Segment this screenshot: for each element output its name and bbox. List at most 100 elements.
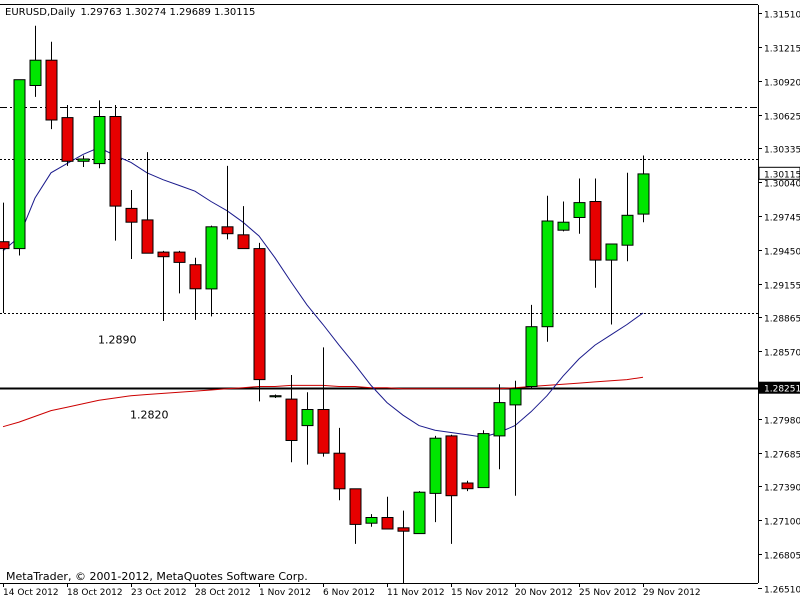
candle-body bbox=[125, 207, 138, 223]
candle-body bbox=[637, 173, 650, 215]
time-tick-label: 15 Nov 2012 bbox=[451, 588, 509, 598]
candle bbox=[365, 514, 378, 527]
price-tick-label: 1.27685 bbox=[764, 451, 800, 461]
candle bbox=[221, 165, 234, 240]
candle-body bbox=[109, 116, 122, 207]
candle-body bbox=[77, 158, 90, 162]
candle-body bbox=[157, 251, 170, 258]
candle-body bbox=[141, 219, 154, 254]
candle-body bbox=[317, 409, 330, 454]
candle bbox=[381, 496, 394, 530]
time-tick-label: 14 Oct 2012 bbox=[3, 588, 59, 598]
time-tick-label: 6 Nov 2012 bbox=[323, 588, 375, 598]
candle-body bbox=[381, 517, 394, 530]
time-tick-label: 1 Nov 2012 bbox=[259, 588, 311, 598]
candle bbox=[189, 257, 202, 320]
candle bbox=[237, 206, 250, 250]
candle-body bbox=[365, 517, 378, 524]
candle-body bbox=[445, 435, 458, 497]
candle-body bbox=[13, 79, 26, 250]
price-tick-label: 1.27100 bbox=[764, 518, 800, 528]
time-tick-label: 23 Oct 2012 bbox=[131, 588, 187, 598]
time-tick-label: 25 Nov 2012 bbox=[579, 588, 637, 598]
candle bbox=[493, 384, 506, 470]
candle bbox=[141, 152, 154, 254]
candle bbox=[557, 201, 570, 232]
line-price-label: 1.28251 bbox=[764, 385, 800, 395]
candle-body bbox=[573, 202, 586, 219]
price-tick-label: 1.31510 bbox=[764, 11, 800, 21]
candle bbox=[413, 491, 426, 535]
candle-body bbox=[413, 491, 426, 535]
candle-body bbox=[557, 221, 570, 231]
price-tick-label: 1.29745 bbox=[764, 214, 800, 224]
price-tick-label: 1.27980 bbox=[764, 417, 800, 427]
price-tick-label: 1.30920 bbox=[764, 79, 800, 89]
candle-body bbox=[525, 326, 538, 388]
candle-body bbox=[253, 248, 266, 381]
candle-body bbox=[429, 437, 442, 494]
candle bbox=[477, 430, 490, 489]
candle bbox=[621, 172, 634, 262]
time-tick-label: 11 Nov 2012 bbox=[387, 588, 445, 598]
candle bbox=[45, 41, 58, 130]
candle bbox=[509, 380, 522, 496]
candle bbox=[29, 25, 42, 97]
candle bbox=[125, 190, 138, 259]
candle-body bbox=[301, 409, 314, 427]
candle bbox=[157, 250, 170, 321]
candle-body bbox=[29, 59, 42, 86]
candle-body bbox=[477, 433, 490, 489]
candle bbox=[13, 79, 26, 256]
current-price-box bbox=[758, 166, 800, 180]
reference-lines: 1.2890 1.2820 bbox=[0, 107, 758, 422]
price-tick-label: 1.30040 bbox=[764, 180, 800, 190]
price-tick-label: 1.29450 bbox=[764, 248, 800, 258]
candle bbox=[173, 250, 186, 294]
ohlc-values: 1.29763 1.30274 1.29689 1.30115 bbox=[80, 7, 255, 18]
candle bbox=[61, 105, 74, 166]
candle bbox=[0, 202, 10, 313]
candle bbox=[301, 392, 314, 465]
price-tick-label: 1.28570 bbox=[764, 349, 800, 359]
watermark: MetaTrader, © 2001-2012, MetaQuotes Soft… bbox=[6, 570, 308, 583]
price-tick-label: 1.31215 bbox=[764, 45, 800, 55]
candle bbox=[637, 155, 650, 223]
candle bbox=[93, 100, 106, 169]
time-axis: 14 Oct 2012 18 Oct 2012 23 Oct 2012 28 Oct … bbox=[3, 583, 701, 598]
candle bbox=[285, 375, 298, 463]
candle-body bbox=[541, 220, 554, 328]
candle-body bbox=[509, 388, 522, 406]
current-price-label: 1.30115 bbox=[764, 170, 800, 180]
candle-body bbox=[221, 226, 234, 235]
time-tick-label: 29 Nov 2012 bbox=[643, 588, 701, 598]
candle-body bbox=[0, 241, 10, 250]
candle bbox=[109, 105, 122, 241]
candle bbox=[253, 242, 266, 402]
time-tick-label: 20 Nov 2012 bbox=[515, 588, 573, 598]
price-tick-label: 1.26510 bbox=[764, 586, 800, 596]
candle bbox=[541, 195, 554, 342]
candle bbox=[205, 225, 218, 317]
line-price-box bbox=[759, 381, 800, 394]
candle bbox=[525, 304, 538, 388]
candle bbox=[589, 178, 602, 288]
candle bbox=[461, 480, 474, 492]
line-label: 1.2890 bbox=[98, 334, 137, 347]
candle bbox=[429, 435, 442, 523]
candle-body bbox=[285, 398, 298, 442]
candle-body bbox=[333, 452, 346, 490]
price-tick-label: 1.29155 bbox=[764, 282, 800, 292]
candle-body bbox=[173, 251, 186, 263]
candle-body bbox=[461, 482, 474, 490]
candle-body bbox=[621, 214, 634, 246]
candle bbox=[317, 347, 330, 457]
price-tick-label: 1.30625 bbox=[764, 113, 800, 123]
time-tick-label: 28 Oct 2012 bbox=[195, 588, 251, 598]
candle-body bbox=[205, 226, 218, 290]
symbol-timeframe: EURUSD,Daily bbox=[5, 7, 76, 18]
candle-body bbox=[269, 395, 282, 398]
candle bbox=[605, 243, 618, 325]
